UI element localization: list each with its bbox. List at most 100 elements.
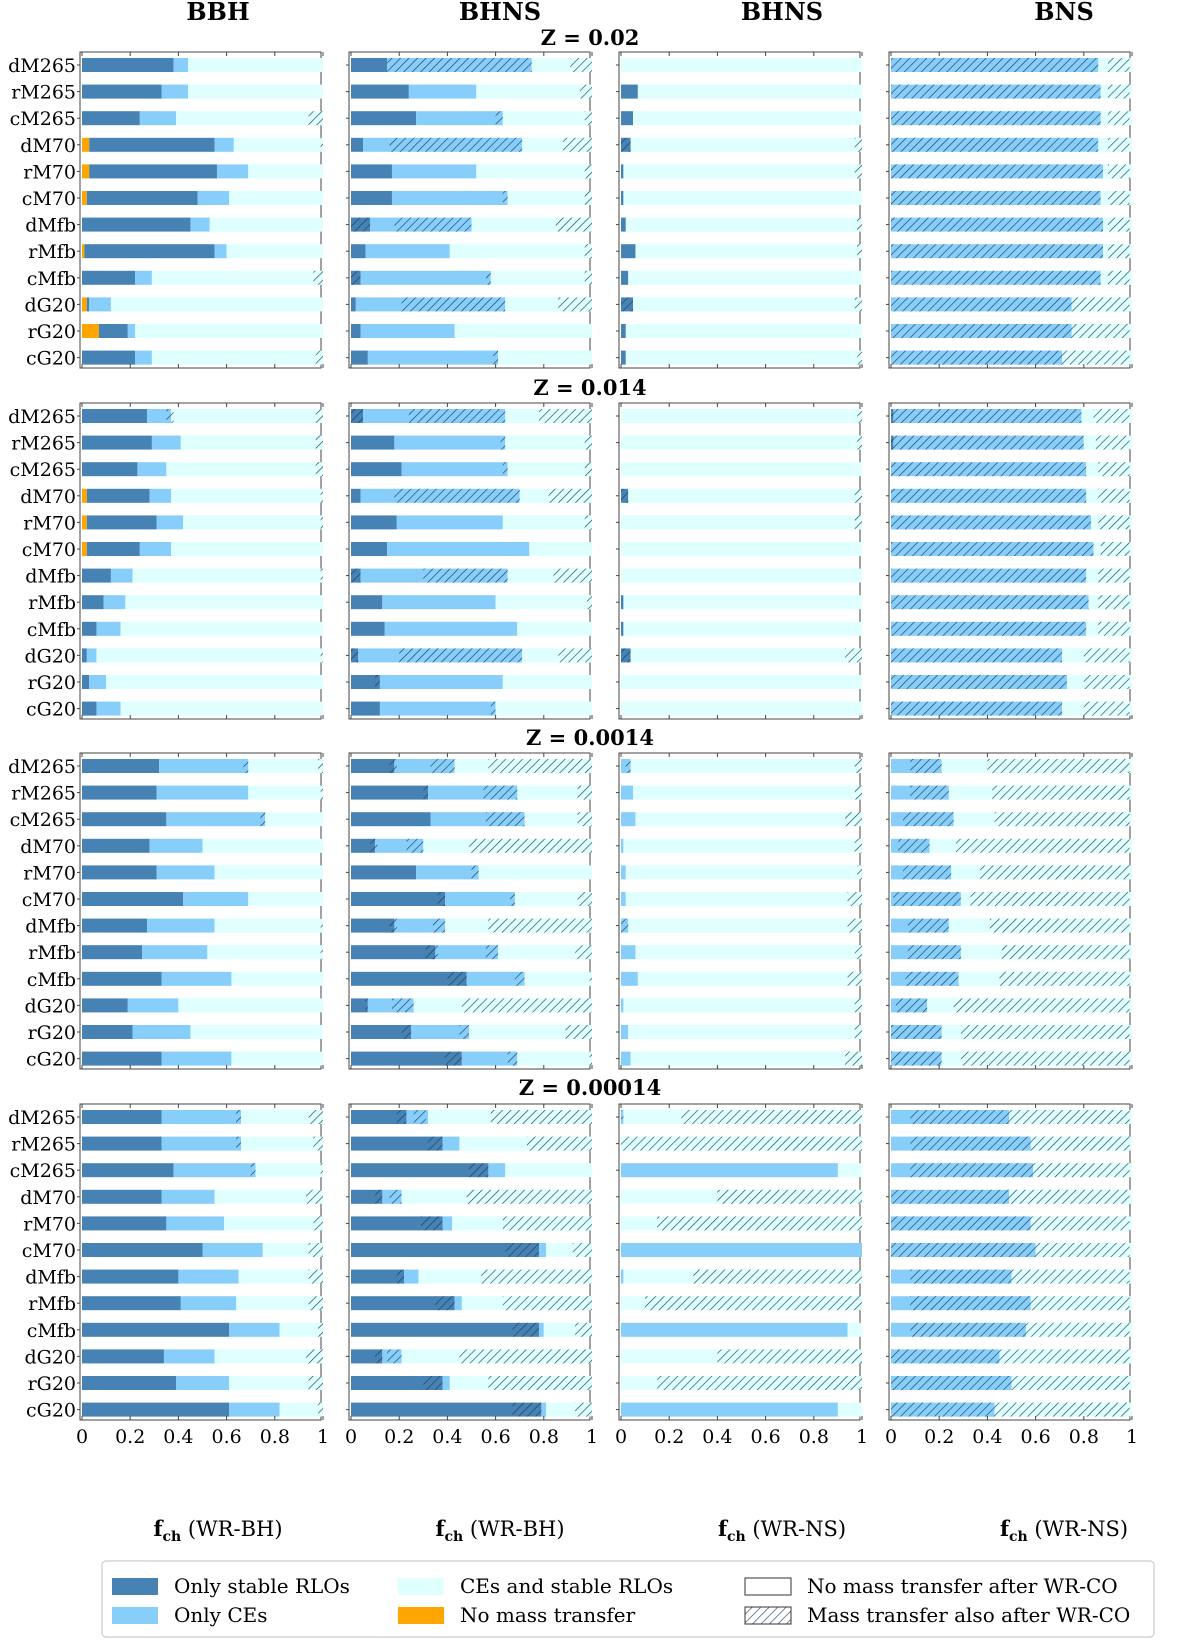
bar-rg20-stable-rlo — [82, 1376, 176, 1390]
bar-dm265-hatch-1 — [308, 1110, 323, 1124]
bar-cm265-stable-rlo — [82, 462, 138, 477]
bar-dg20-hatch-1 — [854, 297, 862, 312]
row-label-dm265: dM265 — [8, 406, 76, 428]
legend-label-only-ce: Only CEs — [174, 1603, 268, 1627]
bar-dm265-stable-rlo — [82, 58, 174, 72]
bar-cg20-ce-and-rlo — [279, 1402, 323, 1417]
bar-dm265-hatch-0 — [389, 759, 397, 773]
bar-dm70-stable-rlo — [89, 137, 215, 152]
bar-rmfb-stable-rlo — [84, 244, 215, 259]
bar-rm265-hatch-0 — [236, 1136, 242, 1151]
bar-cm70-hatch-0 — [891, 542, 1094, 556]
bar-cmfb-hatch-0 — [905, 971, 959, 986]
bar-dm70-stable-rlo — [86, 488, 150, 503]
bar-cm265-only-ce — [401, 462, 508, 477]
bar-dmfb-hatch-0 — [351, 568, 361, 583]
panel-frame — [888, 51, 1131, 369]
row-label-dg20: dG20 — [24, 294, 76, 316]
bar-dm70-ce-and-rlo — [202, 838, 323, 853]
bar-cm70-ce-and-rlo — [621, 542, 862, 556]
bar-dg20-hatch-1 — [391, 998, 414, 1013]
bar-dm265-hatch-2 — [538, 409, 592, 423]
bar-rm70-only-ce — [621, 865, 626, 880]
bar-dm70-hatch-0 — [898, 838, 930, 853]
bar-cm265-only-ce — [416, 111, 503, 126]
bar-rg20-only-ce — [442, 1376, 450, 1390]
bar-cm70-ce-and-rlo — [623, 191, 862, 205]
column-titles: BBH BHNS BHNS BNS — [186, 0, 1093, 26]
bar-dm265-hatch-0 — [243, 759, 249, 773]
bar-rg20-hatch-0 — [854, 1025, 862, 1039]
bar-rg20-only-ce — [127, 324, 136, 338]
bar-cmfb-hatch-2 — [584, 270, 592, 285]
panel-frame — [79, 402, 322, 720]
bar-cmfb-ce-and-rlo — [279, 1322, 323, 1337]
bar-dmfb-only-ce — [621, 1269, 624, 1284]
panel-z-0-0014-bns — [886, 752, 1133, 1070]
bar-cg20-stable-rlo — [82, 1051, 162, 1066]
bar-rg20-hatch-1 — [960, 1025, 1130, 1039]
bar-dg20-stable-rlo — [351, 297, 356, 312]
bar-dm265-ce-and-rlo — [621, 409, 862, 423]
bar-dg20-hatch-0 — [717, 1349, 862, 1364]
bar-cg20-hatch-0 — [857, 350, 862, 365]
x-tick-label: 0.6 — [480, 1426, 510, 1448]
bar-dm70-hatch-0 — [370, 838, 378, 853]
bar-rg20-no-mt — [82, 324, 99, 338]
bar-rm265-hatch-0 — [500, 435, 506, 450]
bar-rmfb-ce-and-rlo — [495, 595, 592, 610]
bar-cmfb-only-ce — [621, 971, 638, 986]
bar-dm70-hatch-0 — [320, 488, 323, 503]
bar-cmfb-only-ce — [621, 1322, 848, 1337]
bar-dg20-hatch-1 — [845, 648, 862, 663]
bar-dm70-hatch-1 — [854, 488, 862, 503]
bar-dm70-hatch-1 — [854, 137, 862, 152]
bar-rg20-hatch-0 — [891, 675, 1067, 689]
bar-cm70-only-ce — [139, 542, 172, 556]
row-label-rg20: rG20 — [28, 672, 76, 694]
bar-dm70-ce-and-rlo — [623, 838, 862, 853]
bar-dm70-hatch-0 — [394, 488, 520, 503]
panel-z-0-00014-bbh: dM265 rM265 cM265 dM70 rM70 cM70 dMfb rMfb cMfb d… — [8, 1103, 329, 1448]
bar-cm70-hatch-1 — [970, 892, 1130, 906]
bar-dmfb-ce-and-rlo — [628, 918, 862, 933]
bar-cmfb-hatch-1 — [485, 270, 491, 285]
bar-cg20-only-ce — [161, 1051, 232, 1066]
bar-cm265-ce-and-rlo — [502, 111, 592, 126]
bar-rmfb-only-ce — [180, 1296, 237, 1311]
bar-cg20-stable-rlo — [351, 1051, 462, 1066]
bar-dg20-ce-and-rlo — [623, 998, 862, 1013]
bar-dm265-hatch-0 — [625, 759, 631, 773]
bar-dmfb-hatch-0 — [857, 217, 862, 232]
bar-dm70-ce-and-rlo — [214, 1189, 323, 1204]
bar-rg20-stable-rlo — [351, 1025, 412, 1039]
bar-rmfb-hatch-2 — [575, 945, 592, 960]
bar-rm70-only-ce — [416, 865, 479, 880]
bar-dm70-hatch-1 — [956, 838, 1130, 853]
bar-cmfb-stable-rlo — [351, 971, 467, 986]
bar-rmfb-hatch-0 — [907, 945, 961, 960]
bar-rg20-ce-and-rlo — [502, 675, 592, 689]
bar-cm265-only-ce — [139, 111, 176, 126]
bar-cm70-hatch-0 — [847, 892, 862, 906]
row-label-cm70: cM70 — [22, 188, 76, 210]
bar-rg20-stable-rlo — [351, 324, 361, 338]
bar-cm70-stable-rlo — [351, 191, 392, 205]
bar-cm265-hatch-1 — [1107, 111, 1130, 126]
bar-cm265-ce-and-rlo — [505, 1163, 592, 1178]
bar-rmfb-ce-and-rlo — [226, 244, 323, 259]
x-tick-label: 1 — [317, 1426, 329, 1448]
bar-cg20-ce-and-rlo — [621, 701, 862, 716]
bar-rmfb-ce-and-rlo — [623, 595, 862, 610]
bar-cm265-hatch-1 — [1033, 1163, 1130, 1178]
bar-cm70-hatch-0 — [891, 1243, 1130, 1257]
panel-frame — [888, 1103, 1131, 1421]
bar-cm70-no-mt — [82, 542, 87, 556]
bar-rm265-hatch-1 — [1030, 1136, 1130, 1151]
bar-cmfb-ce-and-rlo — [490, 270, 592, 285]
bar-cg20-stable-rlo — [351, 350, 368, 365]
bar-dmfb-only-ce — [190, 217, 210, 232]
bar-rmfb-hatch-0 — [435, 1296, 455, 1311]
bar-cm70-only-ce — [538, 1243, 547, 1257]
bar-cg20-hatch-1 — [1083, 701, 1130, 716]
